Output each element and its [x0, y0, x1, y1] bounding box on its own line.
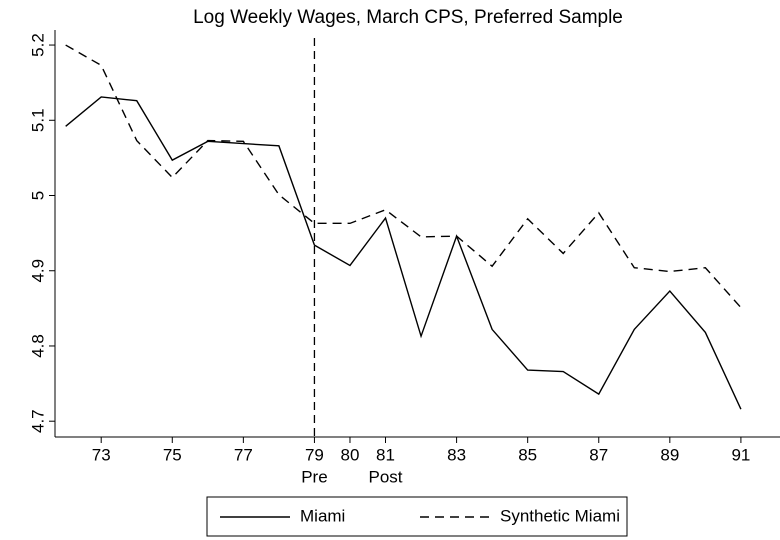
- series-line: [65, 44, 742, 309]
- legend-label: Synthetic Miami: [500, 506, 620, 525]
- y-tick-label: 5: [28, 191, 47, 200]
- chart-title: Log Weekly Wages, March CPS, Preferred S…: [193, 7, 623, 28]
- y-tick-label: 4.9: [28, 259, 47, 283]
- x-tick-label: 83: [447, 445, 466, 464]
- annotation: Post: [368, 467, 402, 486]
- x-tick-label: 81: [376, 445, 395, 464]
- x-tick-label: 89: [660, 445, 679, 464]
- y-tick-label: 4.7: [28, 409, 47, 433]
- x-tick-label: 73: [92, 445, 111, 464]
- series-line: [65, 96, 742, 410]
- x-tick-label: 85: [518, 445, 537, 464]
- x-tick-label: 77: [234, 445, 253, 464]
- y-tick-label: 5.1: [28, 108, 47, 132]
- x-tick-label: 79: [305, 445, 324, 464]
- y-tick-label: 4.8: [28, 334, 47, 358]
- x-tick-label: 75: [163, 445, 182, 464]
- x-tick-label: 91: [731, 445, 750, 464]
- y-tick-label: 5.2: [28, 33, 47, 57]
- annotation: Pre: [301, 467, 327, 486]
- legend-box: [206, 496, 628, 537]
- x-tick-label: 87: [589, 445, 608, 464]
- x-tick-label: 80: [341, 445, 360, 464]
- legend-label: Miami: [300, 506, 345, 525]
